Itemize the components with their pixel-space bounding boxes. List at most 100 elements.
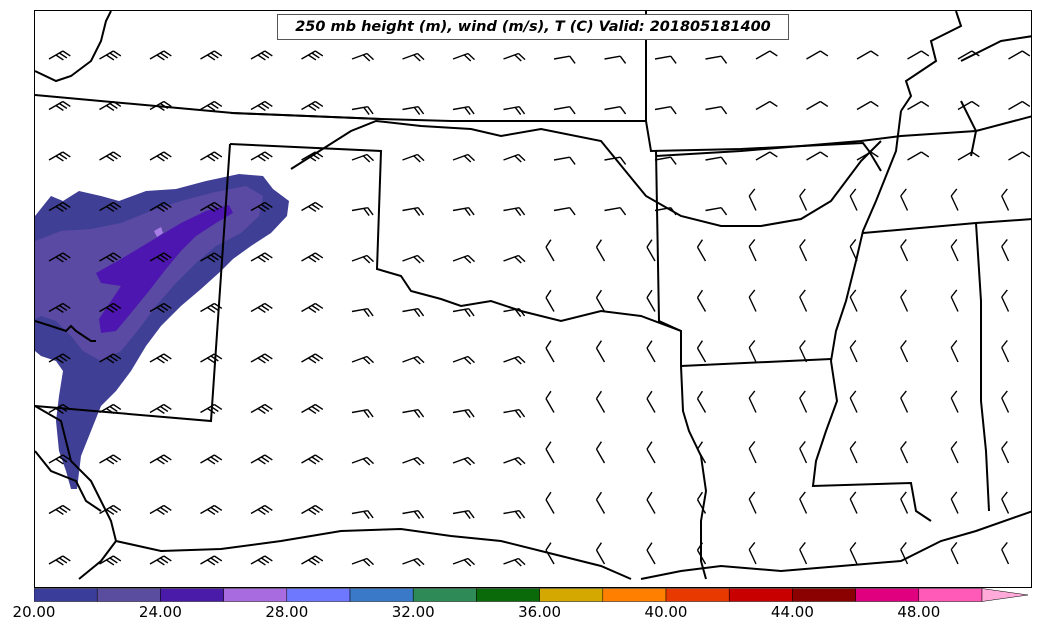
wind-barb (200, 201, 223, 213)
wind-barb (200, 353, 223, 364)
wind-barb (351, 52, 375, 62)
border-ms-al (862, 218, 1031, 234)
wind-barb (696, 441, 707, 464)
colorbar-extend-arrow (981, 588, 1029, 602)
wind-barbs (48, 50, 1031, 567)
border-ky (960, 35, 1031, 62)
wind-barb (250, 353, 273, 364)
wind-barb (48, 50, 71, 61)
wind-barb (200, 151, 223, 162)
wind-barb (545, 390, 555, 413)
wind-barb (799, 441, 808, 464)
wind-barb (907, 100, 930, 111)
wind-barb (696, 340, 707, 363)
border-mexico (35, 405, 632, 580)
wind-barb (452, 52, 476, 62)
political-boundaries (35, 11, 1031, 580)
wind-barb (849, 390, 858, 413)
wind-barb (250, 403, 273, 415)
border-il (960, 100, 978, 157)
wind-barb (900, 340, 909, 363)
wind-barb (503, 52, 526, 62)
wind-barb (604, 156, 627, 165)
wind-barb (748, 441, 757, 464)
border-tx-nm-south (35, 450, 102, 512)
wind-barb (200, 302, 223, 314)
border-ks-ok (290, 119, 882, 227)
wind-barb (351, 153, 375, 163)
colorbar-cells (34, 588, 1029, 602)
colorbar-tick-label: 36.00 (518, 603, 562, 621)
wind-barb (301, 504, 324, 516)
wind-barb (149, 151, 172, 162)
wind-barb (900, 289, 909, 312)
wind-barb (200, 555, 223, 566)
wind-barb (250, 201, 273, 213)
wind-barb (950, 491, 959, 514)
wind-barb (545, 340, 555, 363)
border-gulf-1 (78, 540, 117, 580)
shade-inner (96, 205, 233, 333)
wind-barb (503, 207, 526, 217)
wind-barb (99, 50, 122, 61)
wind-barb (950, 542, 959, 565)
wind-barb (755, 100, 778, 111)
wind-barb (1001, 340, 1010, 363)
wind-barb (755, 151, 778, 161)
wind-barb (696, 289, 707, 312)
wind-barb (452, 207, 475, 217)
wind-barb (48, 353, 71, 364)
colorbar-cell (602, 588, 667, 602)
wind-barb (654, 207, 677, 216)
wind-barb (149, 302, 172, 314)
wind-barb (849, 188, 858, 211)
wind-barb (351, 409, 374, 419)
wind-barb (553, 207, 576, 216)
wind-barb (748, 491, 757, 514)
wind-barb (806, 151, 829, 161)
wind-barb (99, 504, 122, 516)
wind-barb (402, 308, 425, 318)
wind-barb (705, 55, 728, 64)
wind-barb (503, 510, 526, 520)
wind-barb (696, 390, 707, 413)
border-la-north (680, 358, 832, 367)
wind-barb (799, 289, 808, 312)
wind-barb (503, 456, 526, 466)
wind-barb (503, 308, 526, 318)
wind-barb (1008, 50, 1031, 60)
wind-barb (900, 239, 909, 262)
wind-barb (149, 403, 172, 415)
colorbar-cell (96, 588, 161, 602)
wind-barb (799, 542, 808, 565)
wind-barb (301, 403, 324, 415)
wind-barb (301, 201, 324, 213)
wind-barb (957, 151, 980, 161)
wind-barb (696, 491, 707, 514)
wind-barb (503, 153, 526, 163)
wind-barb (99, 151, 122, 162)
wind-barb (149, 504, 172, 516)
wind-barb (452, 106, 475, 116)
colorbar-cell (223, 588, 288, 602)
wind-barb (48, 403, 71, 415)
border-mo (900, 11, 963, 112)
wind-barb (200, 252, 223, 263)
border-ne (645, 11, 882, 172)
wind-barb (646, 441, 656, 464)
map-canvas (35, 11, 1031, 580)
wind-barb (351, 355, 375, 365)
colorbar-cell (286, 588, 351, 602)
border-nw (35, 11, 112, 83)
border-river (811, 110, 932, 522)
wind-barb (849, 340, 858, 363)
colorbar-cell (476, 588, 540, 602)
wind-barb (452, 456, 476, 466)
wind-barb (705, 207, 728, 216)
wind-barb (849, 441, 858, 464)
wind-barb (99, 454, 122, 465)
wind-barb (402, 254, 425, 264)
wind-barb (48, 201, 71, 213)
wind-barb (545, 491, 555, 514)
wind-barb (849, 239, 858, 262)
